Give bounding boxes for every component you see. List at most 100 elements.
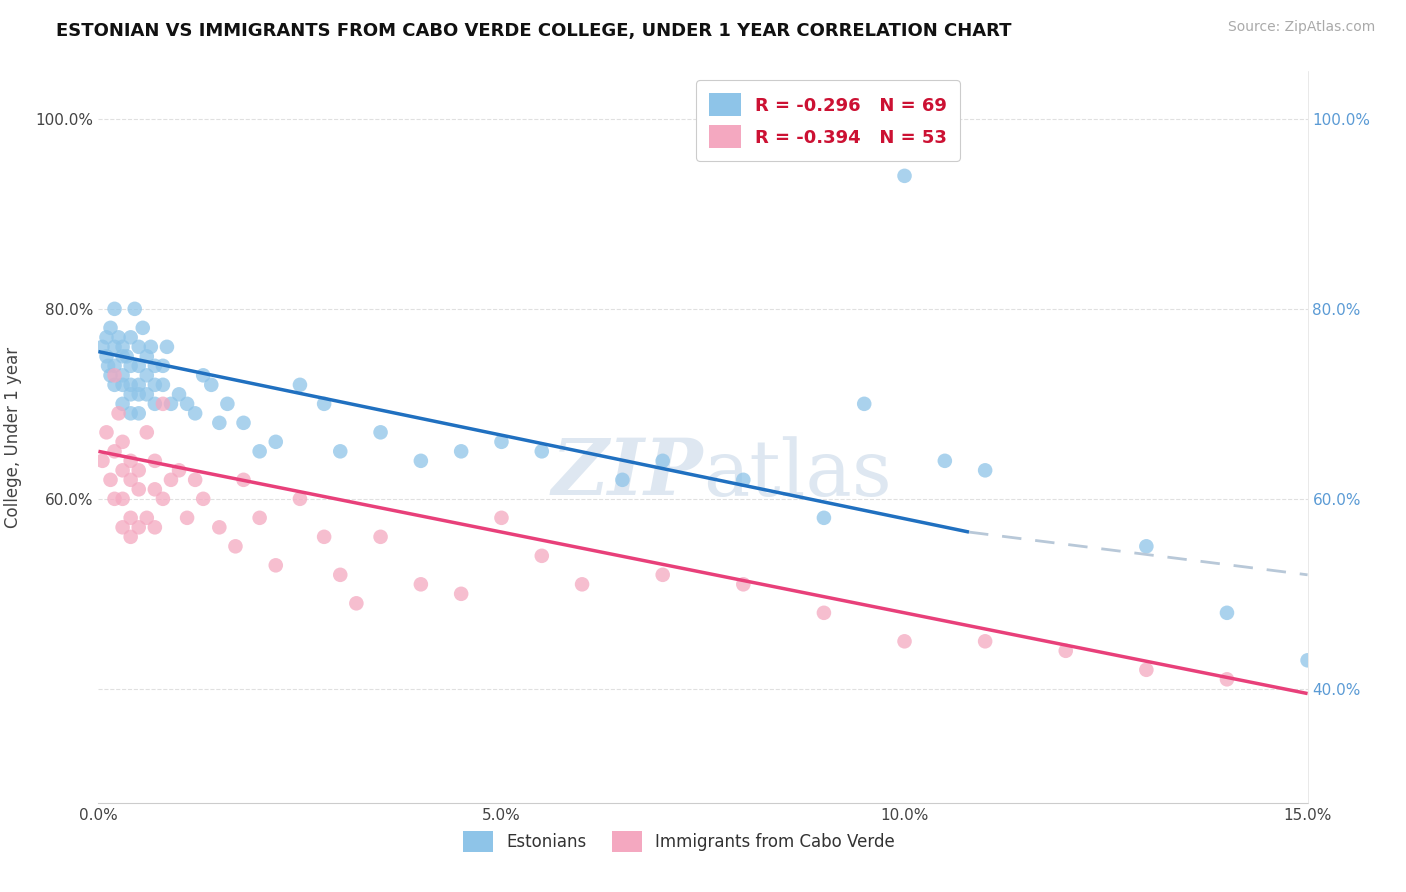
Point — [111, 463, 134, 477]
Point — [530, 444, 553, 458]
Point — [329, 567, 352, 582]
Point — [370, 530, 392, 544]
Point — [314, 530, 336, 544]
Point — [135, 368, 157, 383]
Point — [128, 463, 150, 477]
Point — [530, 549, 553, 563]
Point — [491, 434, 513, 449]
Point — [103, 444, 125, 458]
Point — [1216, 606, 1239, 620]
Point — [249, 444, 271, 458]
Point — [100, 473, 122, 487]
Point — [571, 577, 593, 591]
Point — [893, 169, 915, 183]
Point — [232, 473, 254, 487]
Point — [651, 567, 673, 582]
Point — [107, 330, 129, 344]
Point — [193, 368, 215, 383]
Point — [893, 634, 915, 648]
Point — [132, 321, 155, 335]
Point — [128, 387, 150, 401]
Point — [97, 359, 120, 373]
Point — [249, 511, 271, 525]
Text: ZIP: ZIP — [551, 435, 703, 512]
Text: ESTONIAN VS IMMIGRANTS FROM CABO VERDE COLLEGE, UNDER 1 YEAR CORRELATION CHART: ESTONIAN VS IMMIGRANTS FROM CABO VERDE C… — [56, 22, 1012, 40]
Point — [135, 511, 157, 525]
Point — [120, 473, 142, 487]
Point — [1296, 653, 1319, 667]
Point — [91, 454, 114, 468]
Point — [193, 491, 215, 506]
Point — [111, 340, 134, 354]
Point — [135, 349, 157, 363]
Point — [344, 596, 367, 610]
Y-axis label: College, Under 1 year: College, Under 1 year — [4, 346, 21, 528]
Point — [152, 397, 174, 411]
Point — [143, 454, 166, 468]
Point — [160, 397, 183, 411]
Point — [1054, 644, 1077, 658]
Point — [96, 330, 118, 344]
Point — [733, 577, 755, 591]
Point — [1216, 673, 1239, 687]
Point — [120, 454, 142, 468]
Point — [120, 530, 142, 544]
Point — [160, 473, 183, 487]
Point — [208, 416, 231, 430]
Point — [224, 539, 246, 553]
Point — [103, 368, 125, 383]
Point — [103, 340, 125, 354]
Point — [143, 397, 166, 411]
Point — [152, 491, 174, 506]
Point — [813, 511, 835, 525]
Point — [128, 359, 150, 373]
Point — [409, 577, 432, 591]
Point — [167, 463, 190, 477]
Point — [107, 406, 129, 420]
Point — [100, 321, 122, 335]
Point — [91, 340, 114, 354]
Point — [111, 377, 134, 392]
Point — [100, 368, 122, 383]
Point — [128, 520, 150, 534]
Point — [128, 377, 150, 392]
Point — [120, 406, 142, 420]
Point — [200, 377, 222, 392]
Point — [111, 368, 134, 383]
Point — [651, 454, 673, 468]
Point — [232, 416, 254, 430]
Point — [450, 587, 472, 601]
Point — [120, 330, 142, 344]
Point — [103, 359, 125, 373]
Point — [491, 511, 513, 525]
Point — [96, 425, 118, 440]
Point — [176, 397, 198, 411]
Point — [409, 454, 432, 468]
Point — [974, 463, 997, 477]
Point — [853, 397, 876, 411]
Point — [450, 444, 472, 458]
Point — [329, 444, 352, 458]
Point — [103, 301, 125, 316]
Point — [176, 511, 198, 525]
Point — [156, 340, 179, 354]
Point — [184, 473, 207, 487]
Point — [128, 340, 150, 354]
Point — [103, 377, 125, 392]
Point — [139, 340, 162, 354]
Point — [135, 387, 157, 401]
Point — [135, 425, 157, 440]
Point — [217, 397, 239, 411]
Point — [974, 634, 997, 648]
Point — [264, 434, 287, 449]
Point — [111, 491, 134, 506]
Point — [111, 349, 134, 363]
Point — [934, 454, 956, 468]
Point — [143, 520, 166, 534]
Point — [120, 377, 142, 392]
Point — [612, 473, 634, 487]
Point — [115, 349, 138, 363]
Point — [120, 387, 142, 401]
Point — [152, 359, 174, 373]
Point — [314, 397, 336, 411]
